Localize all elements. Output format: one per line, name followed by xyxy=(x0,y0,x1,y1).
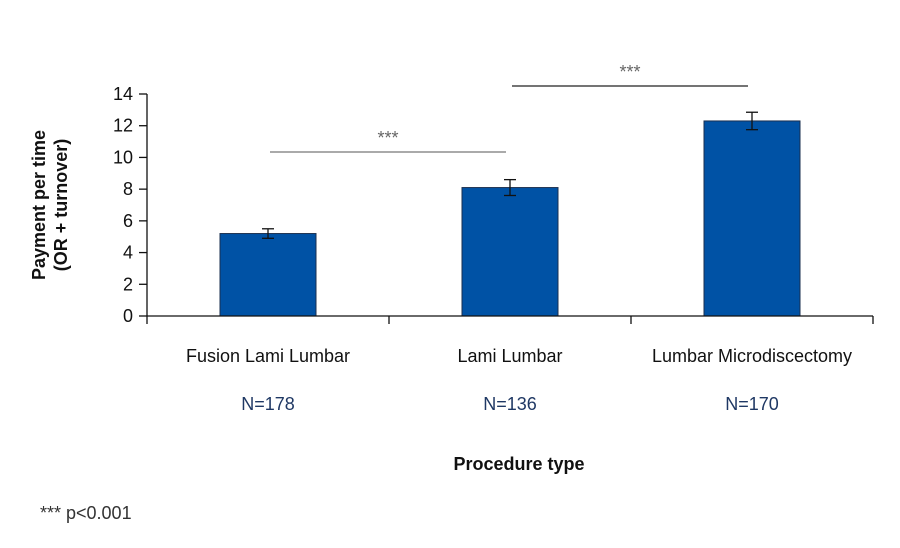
footnote: *** p<0.001 xyxy=(40,503,132,523)
x-axis-label: Procedure type xyxy=(453,454,584,474)
y-tick-label-0: 0 xyxy=(123,306,133,326)
bar-2 xyxy=(461,187,559,317)
x-tick-label-3: Lumbar Microdiscectomy xyxy=(652,346,852,366)
y-tick-label-10: 10 xyxy=(113,147,133,167)
sample-size-label-2: N=136 xyxy=(483,394,537,414)
y-tick-label-2: 2 xyxy=(123,274,133,294)
y-axis-label-line-2: (OR + turnover) xyxy=(51,139,71,272)
bars-group xyxy=(219,120,801,317)
x-tick-label-2: Lami Lumbar xyxy=(457,346,562,366)
sample-size-label-1: N=178 xyxy=(241,394,295,414)
x-tick-label-1: Fusion Lami Lumbar xyxy=(186,346,350,366)
y-tick-label-14: 14 xyxy=(113,84,133,104)
significance-label-1: *** xyxy=(377,128,398,148)
labels-group: Fusion Lami Lumbar N=178 Lami Lumbar N=136 L… xyxy=(29,130,852,523)
y-tick-label-4: 4 xyxy=(123,243,133,263)
significance-brackets: *** *** xyxy=(270,62,748,153)
significance-label-2: *** xyxy=(619,62,640,82)
y-axis-label: Payment per time (OR + turnover) xyxy=(29,130,71,280)
y-tick-label-6: 6 xyxy=(123,211,133,231)
error-bars-group xyxy=(262,111,758,239)
y-axis-label-line-1: Payment per time xyxy=(29,130,49,280)
y-tick-label-12: 12 xyxy=(113,116,133,136)
y-tick-label-8: 8 xyxy=(123,179,133,199)
bar-3 xyxy=(703,120,801,317)
bar-1 xyxy=(219,233,317,317)
axes-group: 0 2 4 6 8 10 12 14 xyxy=(113,84,874,326)
sample-size-label-3: N=170 xyxy=(725,394,779,414)
